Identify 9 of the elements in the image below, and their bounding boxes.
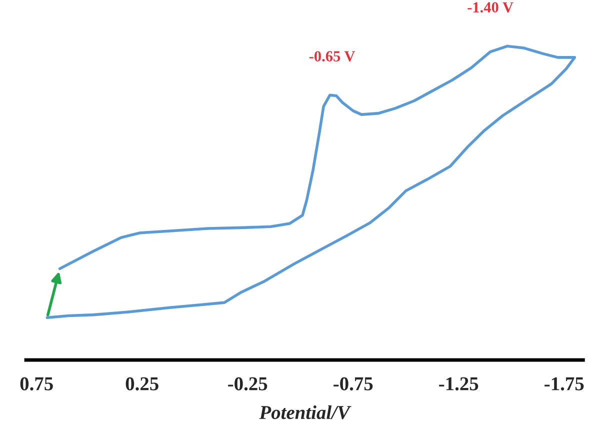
x-tick-label: 0.75 xyxy=(20,377,53,390)
x-tick-label: 0.25 xyxy=(126,377,158,390)
annotation: -0.65 V xyxy=(309,51,356,62)
annotation: -1.40 V xyxy=(468,2,514,13)
x-tick-label: -0.25 xyxy=(228,377,268,390)
x-tick-label: -1.75 xyxy=(544,377,584,390)
x-tick-label: -1.25 xyxy=(439,377,478,390)
x-axis-title: Potential/V xyxy=(259,405,352,420)
x-tick-label: -0.75 xyxy=(334,377,373,390)
